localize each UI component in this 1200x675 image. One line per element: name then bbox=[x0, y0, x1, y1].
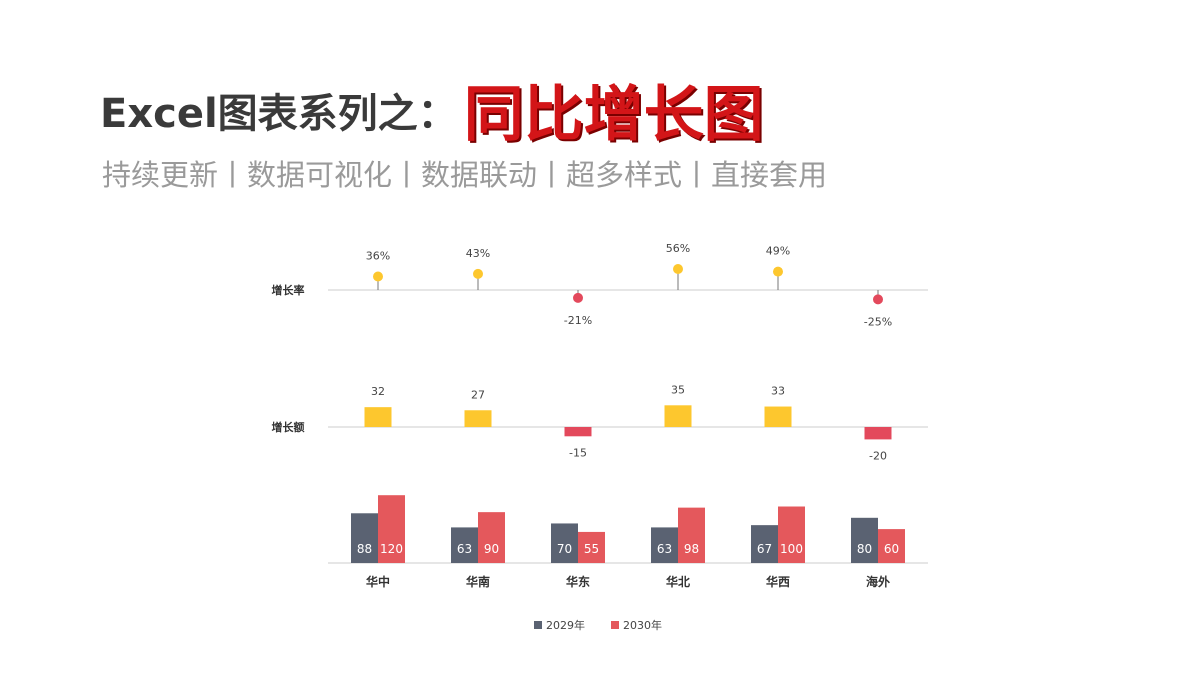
growth-rate-point bbox=[573, 292, 583, 303]
legend-entry-label: 2030年 bbox=[623, 618, 662, 632]
growth-amount-data-label: 32 bbox=[371, 385, 385, 398]
legend: 2029年 2030年 bbox=[534, 618, 662, 632]
growth-amount-data-label: 27 bbox=[471, 388, 485, 401]
comparison-bar-2030 bbox=[478, 512, 505, 563]
legend-entry-label: 2029年 bbox=[546, 618, 585, 632]
growth-amount-panel: 增长额 32 27 -15 35 33 -20 bbox=[272, 383, 892, 462]
growth-amount-bar bbox=[764, 406, 792, 427]
comparison-bar-2030 bbox=[578, 531, 605, 563]
comparison-bar-2029 bbox=[551, 523, 578, 563]
comparison-bar-data-label: 98 bbox=[684, 542, 699, 556]
comparison-bar-data-label: 100 bbox=[780, 542, 803, 556]
comparison-bar-data-label: 67 bbox=[757, 542, 772, 556]
comparison-bar-panel: 88 63 70 63 67 80 120 90 55 98 100 60 华中 华南 华东 华北 华西 海外 bbox=[351, 495, 905, 589]
category-tick-label: 华中 bbox=[366, 574, 390, 589]
comparison-bar-data-label: 70 bbox=[557, 542, 572, 556]
growth-rate-data-label: 36% bbox=[366, 250, 390, 263]
comparison-bar-2030 bbox=[678, 507, 705, 563]
growth-rate-point bbox=[473, 268, 483, 279]
growth-rate-point bbox=[873, 294, 883, 305]
comparison-bar-2030 bbox=[878, 529, 905, 563]
category-tick-label: 华南 bbox=[466, 574, 490, 589]
title-row: Excel图表系列之： 同比增长图 bbox=[100, 66, 764, 153]
growth-amount-data-label: -20 bbox=[869, 449, 887, 462]
comparison-bar-data-label: 60 bbox=[884, 542, 899, 556]
comparison-bar-2029 bbox=[851, 517, 878, 563]
comparison-bar-data-label: 88 bbox=[357, 542, 372, 556]
growth-amount-bar bbox=[664, 405, 692, 427]
category-tick-label: 华东 bbox=[566, 574, 590, 589]
growth-amount-bar bbox=[564, 427, 592, 437]
comparison-bar-data-label: 90 bbox=[484, 542, 499, 556]
growth-rate-data-label: -25% bbox=[864, 315, 892, 328]
category-tick-label: 华北 bbox=[666, 574, 690, 589]
page-title-highlight: 同比增长图 bbox=[463, 80, 764, 150]
comparison-bar-data-label: 63 bbox=[657, 542, 672, 556]
growth-amount-data-label: -15 bbox=[569, 446, 587, 459]
page-subtitle: 持续更新丨数据可视化丨数据联动丨超多样式丨直接套用 bbox=[102, 158, 828, 192]
category-tick-label: 华西 bbox=[766, 574, 790, 589]
growth-amount-data-label: 33 bbox=[771, 385, 785, 398]
comparison-bar-2029 bbox=[651, 527, 678, 563]
growth-rate-point bbox=[373, 271, 383, 282]
growth-amount-bar bbox=[364, 407, 392, 427]
legend-swatch-2030 bbox=[611, 621, 619, 629]
comparison-bar-2029 bbox=[351, 513, 378, 563]
growth-amount-data-label: 35 bbox=[671, 383, 685, 396]
chart-axes bbox=[328, 289, 928, 564]
growth-rate-panel: 增长率 36% 43% -21% 56% 49% -25% bbox=[272, 242, 893, 328]
growth-amount-bar bbox=[864, 427, 892, 440]
comparison-bar-data-label: 55 bbox=[584, 542, 599, 556]
growth-rate-data-label: 49% bbox=[766, 245, 790, 258]
growth-rate-point bbox=[773, 266, 783, 277]
comparison-bar-data-label: 80 bbox=[857, 542, 872, 556]
comparison-bar-2029 bbox=[451, 527, 478, 563]
page-title: Excel图表系列之： bbox=[100, 90, 458, 137]
growth-amount-row-label: 增长额 bbox=[272, 420, 305, 434]
growth-rate-data-label: 56% bbox=[666, 242, 690, 255]
growth-rate-data-label: -21% bbox=[564, 314, 592, 327]
category-tick-label: 海外 bbox=[866, 574, 890, 589]
growth-rate-row-label: 增长率 bbox=[272, 283, 305, 297]
growth-rate-point bbox=[673, 264, 683, 274]
growth-rate-data-label: 43% bbox=[466, 247, 490, 260]
comparison-bar-2030 bbox=[378, 495, 405, 563]
legend-swatch-2029 bbox=[534, 621, 542, 629]
comparison-bar-data-label: 120 bbox=[380, 542, 403, 556]
comparison-bar-2030 bbox=[778, 506, 805, 563]
growth-amount-bar bbox=[464, 410, 492, 427]
comparison-bar-data-label: 63 bbox=[457, 542, 472, 556]
comparison-bar-2029 bbox=[751, 525, 778, 563]
